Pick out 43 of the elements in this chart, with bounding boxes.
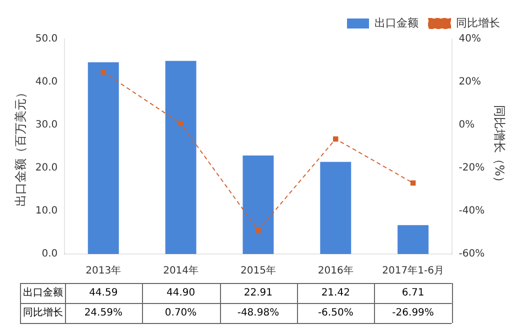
y2-axis-title: 同比增长（%） (492, 104, 507, 188)
data-label: 0.70% (164, 308, 197, 319)
y-axis-title: 出口金额（百万美元） (13, 86, 28, 206)
data-label: -6.50% (318, 308, 354, 319)
point (333, 136, 338, 142)
bar (398, 225, 429, 254)
x-tick-label: 2017年1-6月 (382, 264, 444, 277)
point (410, 180, 416, 186)
y2-tick-label: -40% (458, 206, 485, 217)
x-tick-label: 2013年 (86, 264, 122, 277)
point (100, 70, 106, 75)
y-tick-label: 50.0 (35, 34, 58, 45)
data-label: -48.98% (237, 308, 280, 319)
data-label: 44.90 (166, 288, 196, 299)
point (256, 228, 261, 233)
y-tick-label: 40.0 (35, 76, 58, 88)
point (178, 120, 184, 126)
y2-tick-label: -20% (458, 162, 485, 174)
data-label: -26.99% (392, 308, 434, 319)
y2-tick-label: 40% (458, 34, 481, 45)
x-tick-label: 2014年 (163, 264, 199, 277)
bar (320, 162, 352, 254)
data-label: 22.91 (244, 288, 273, 299)
legend-label: 同比增长 (456, 16, 500, 30)
text: 出口金额 (23, 288, 63, 299)
data-label: 44.59 (89, 288, 118, 299)
bar (242, 155, 274, 254)
y2-tick-label: -60% (458, 248, 485, 260)
y-tick-label: 20.0 (35, 162, 58, 174)
y-tick-label: 0.0 (42, 248, 58, 260)
data-label: 21.42 (321, 288, 350, 299)
bar (88, 62, 119, 254)
data-label: 24.59% (84, 308, 122, 319)
x-tick-label: 2015年 (240, 264, 276, 277)
y2-tick-label: 20% (458, 76, 481, 88)
bar (165, 60, 196, 254)
y2-tick-label: 0% (458, 120, 475, 131)
legend-label: 出口金额 (374, 16, 418, 30)
y-tick-label: 10.0 (35, 206, 58, 217)
text: 同比增长 (23, 308, 63, 319)
data-label: 6.71 (402, 288, 424, 299)
y-tick-label: 30.0 (35, 120, 58, 131)
x-tick-label: 2016年 (318, 264, 354, 277)
